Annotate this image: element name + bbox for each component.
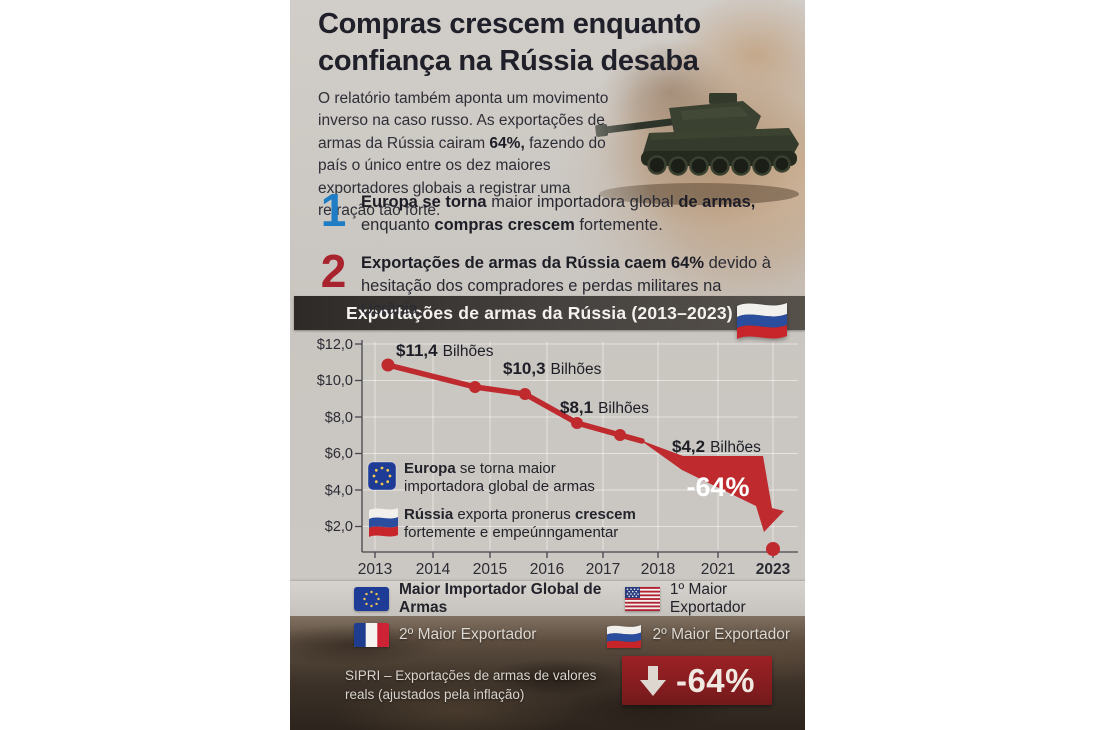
svg-text:importadora global de armas: importadora global de armas — [404, 478, 595, 495]
svg-text:Europa se torna maior: Europa se torna maior — [404, 460, 556, 477]
svg-text:$2,0: $2,0 — [325, 519, 353, 535]
us-flag-icon — [624, 586, 660, 611]
svg-text:$6,0: $6,0 — [325, 446, 353, 462]
svg-text:Rússia exporta pronerus cresce: Rússia exporta pronerus crescem — [404, 506, 636, 523]
legend-label: Maior Importador Global de Armas — [399, 580, 602, 616]
chart-title: Exportações de armas da Rússia (2013–202… — [346, 302, 733, 323]
legend-item-france: 2º Maior Exportador — [354, 623, 536, 647]
svg-text:2017: 2017 — [586, 561, 620, 578]
key-point-1: 1 Europa se torna maior importadora glob… — [317, 184, 787, 237]
legend-item-eu: Maior Importador Global de Armas — [354, 581, 625, 617]
chart-axes — [355, 340, 798, 558]
source-line1: SIPRI – Exportações de armas de valores — [345, 668, 597, 683]
svg-text:$10,0: $10,0 — [317, 373, 353, 389]
x-axis-labels: 2013 2014 2015 2016 2017 2018 2021 2023 — [358, 561, 791, 578]
svg-text:$4,0: $4,0 — [325, 483, 353, 499]
france-flag-icon — [354, 623, 389, 647]
decline-arrow — [640, 440, 784, 532]
chart-title-bar: Exportações de armas da Rússia (2013–202… — [294, 296, 805, 330]
bottom-legend-row-2: 2º Maior Exportador 2º Maior Exportador — [290, 617, 805, 653]
russia-flag-icon — [605, 622, 643, 648]
svg-text:2015: 2015 — [473, 561, 507, 578]
line-chart: $12,0 $10,0 $8,0 $6,0 $4,0 $2,0 2013 201… — [317, 337, 798, 578]
bottom-legend-row-1: Maior Importador Global de Armas — [290, 581, 805, 616]
y-axis-labels: $12,0 $10,0 $8,0 $6,0 $4,0 $2,0 — [317, 337, 353, 535]
legend-label: 1º Maior Exportador — [669, 580, 746, 616]
page-title-line1: Compras crescem enquanto — [318, 8, 701, 40]
svg-text:2018: 2018 — [641, 561, 675, 578]
point-1-number: 1 — [320, 184, 347, 236]
point-2-number: 2 — [320, 245, 347, 297]
endpoint-2023-dot — [766, 542, 780, 556]
legend-label: 2º Maior Exportador — [399, 626, 537, 643]
key-points: 1 Europa se torna maior importadora glob… — [317, 184, 787, 334]
key-point-2: 2 Exportações de armas da Rússia caem 64… — [317, 245, 787, 321]
point-1-text: Europa se torna maior importadora global… — [361, 193, 756, 234]
source-note: SIPRI – Exportações de armas de valores … — [345, 666, 596, 704]
eu-flag-icon — [367, 461, 397, 491]
svg-text:$12,0: $12,0 — [317, 337, 353, 353]
decline-annotation: -64% — [686, 472, 749, 502]
svg-text:fortemente e empeúnngamentar: fortemente e empeúnngamentar — [404, 524, 618, 541]
data-labels: $11,4 Bilhões $10,3 Bilhões $8,1 Bilhões $4… — [396, 341, 761, 456]
page-title-line2: confiança na Rússia desaba — [318, 45, 699, 77]
decline-badge-value: -64% — [675, 661, 756, 699]
source-line2: reals (ajustados pela inflação) — [345, 687, 525, 702]
infographic: Compras crescem enquanto confiança na Rú… — [290, 0, 805, 730]
chart-inner-legend: Europa se torna maior importadora global… — [367, 460, 636, 541]
svg-text:2016: 2016 — [530, 561, 564, 578]
page-title: Compras crescem enquanto confiança na Rú… — [318, 6, 738, 80]
russia-flag-icon — [369, 508, 398, 537]
svg-text:2021: 2021 — [701, 561, 735, 578]
legend-item-us: 1º Maior Exportador — [624, 580, 790, 617]
down-arrow-icon — [639, 665, 666, 696]
line-markers — [381, 358, 626, 441]
svg-text:2014: 2014 — [416, 561, 451, 578]
legend-item-russia: 2º Maior Exportador — [605, 622, 790, 648]
svg-text:$8,0: $8,0 — [325, 410, 353, 426]
svg-text:2013: 2013 — [358, 561, 392, 578]
decline-badge: -64% — [622, 656, 772, 705]
point-2-text: Exportações de armas da Rússia caem 64% … — [361, 254, 771, 318]
russia-flag-icon — [737, 303, 787, 339]
legend-label: 2º Maior Exportador — [652, 626, 790, 643]
eu-flag-icon — [354, 586, 389, 611]
svg-text:2023: 2023 — [756, 561, 791, 578]
